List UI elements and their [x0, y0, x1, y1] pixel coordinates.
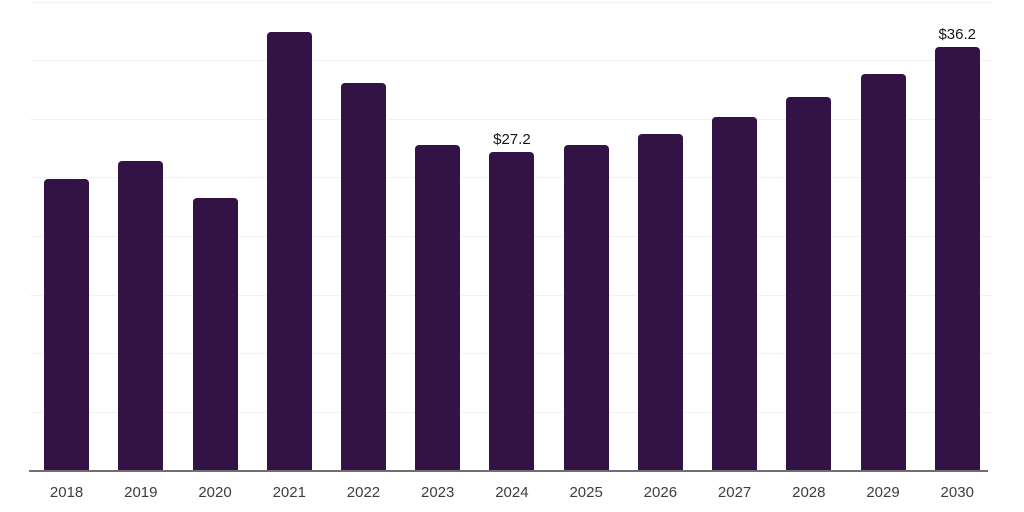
- gridline-30: [30, 118, 993, 120]
- x-tick-2026: 2026: [643, 484, 678, 501]
- bar-2024: [489, 152, 535, 471]
- x-tick-2023: 2023: [421, 484, 455, 501]
- bar-2019: [118, 161, 164, 471]
- bar-2022: [340, 82, 386, 471]
- gridline-35: [30, 60, 993, 62]
- bar-2023: [415, 145, 461, 471]
- bar-2030: [934, 46, 980, 471]
- bar-2018: [44, 179, 90, 471]
- x-tick-2028: 2028: [792, 484, 826, 501]
- x-tick-2021: 2021: [272, 484, 306, 501]
- bar-2020: [192, 197, 238, 471]
- x-tick-2022: 2022: [346, 484, 381, 501]
- value-label-2030: $36.2: [938, 25, 976, 43]
- value-label-2024: $27.2: [493, 131, 531, 149]
- x-tick-2019: 2019: [124, 484, 158, 501]
- x-tick-2020: 2020: [198, 484, 232, 501]
- bar-2028: [786, 96, 832, 471]
- bar-2025: [563, 145, 609, 471]
- bar-2029: [860, 73, 906, 471]
- x-tick-2030: 2030: [940, 484, 974, 501]
- x-tick-2027: 2027: [717, 484, 752, 501]
- gridline-40: [30, 1, 993, 3]
- bar-2027: [712, 116, 758, 471]
- bar-2021: [266, 32, 312, 471]
- x-tick-2029: 2029: [866, 484, 900, 501]
- x-tick-2025: 2025: [569, 484, 603, 501]
- x-tick-2024: 2024: [495, 484, 529, 501]
- x-axis-line: [29, 470, 988, 472]
- bar-2026: [637, 134, 683, 471]
- x-tick-2018: 2018: [49, 484, 84, 501]
